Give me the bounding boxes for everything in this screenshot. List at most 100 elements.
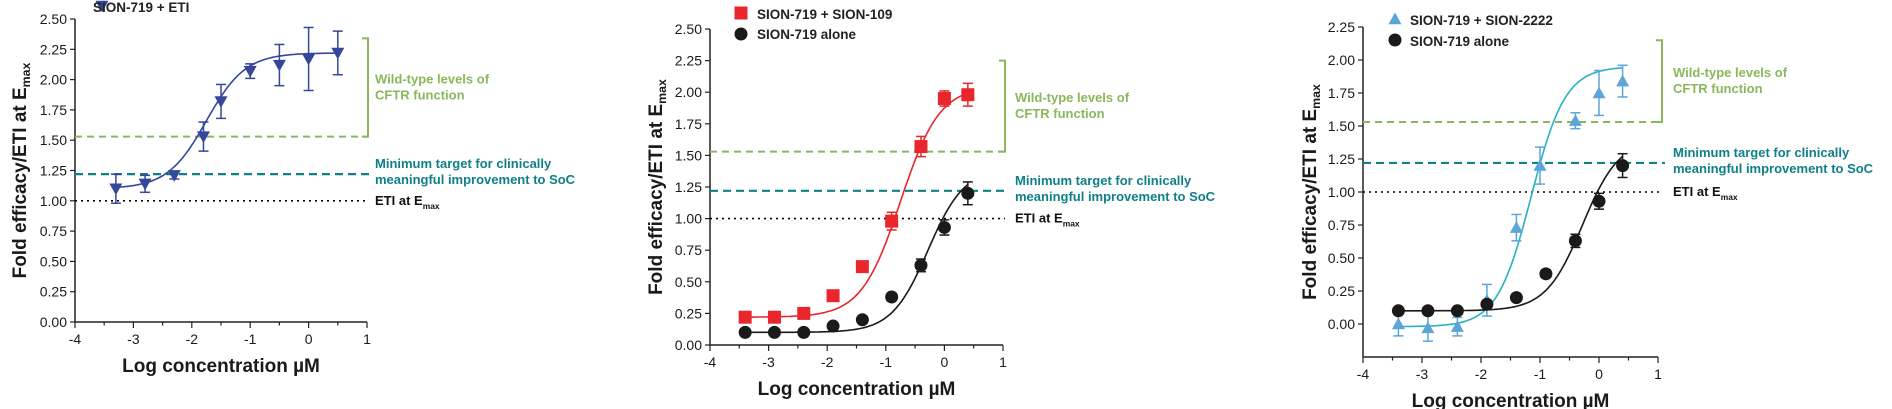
legend-label: SION-719 alone — [757, 27, 857, 42]
data-point — [738, 310, 752, 324]
x-tick-label: 0 — [305, 331, 313, 347]
y-tick-label: 0.25 — [1328, 283, 1355, 299]
series-sion-719-eti — [109, 26, 345, 204]
data-point — [1616, 159, 1630, 173]
y-tick-label: 1.75 — [40, 102, 67, 118]
x-axis-title: Log concentration µM — [758, 379, 956, 400]
x-tick-label: -4 — [1357, 366, 1370, 382]
chart-panel-3: 0.00 0.25 0.50 0.75 1.00 1.25 1.50 1.75 2.00 2.25… — [1300, 12, 1874, 409]
y-tick-label: 0.25 — [40, 284, 67, 300]
chart-panel-2: 0.00 0.25 0.50 0.75 1.00 1.25 1.50 1.75 2.00 2.25… — [646, 6, 1216, 400]
legend-marker — [1388, 33, 1402, 47]
wildtype-bracket — [999, 59, 1006, 153]
wildtype-label: CFTR function — [375, 87, 465, 102]
data-point — [1533, 159, 1547, 171]
data-point — [937, 220, 951, 234]
series-sion-719-sion-109 — [738, 82, 975, 324]
data-point — [961, 88, 975, 102]
data-point — [937, 92, 951, 106]
y-tick-label: 1.75 — [1328, 85, 1355, 101]
data-point — [1592, 86, 1606, 99]
fit-curve — [1398, 155, 1624, 312]
y-tick-label: 1.25 — [675, 179, 702, 195]
y-tick-label: 1.50 — [1328, 118, 1355, 134]
data-point — [331, 47, 345, 60]
y-tick-label: 0.75 — [1328, 217, 1355, 233]
x-tick-label: 0 — [941, 354, 949, 370]
fit-curve — [1398, 67, 1623, 328]
y-axis-title: Fold efficacy/ETI at Emax — [1300, 84, 1323, 300]
data-point — [1592, 194, 1606, 208]
data-point — [272, 59, 286, 72]
data-point — [1568, 234, 1582, 248]
wildtype-label: Wild-type levels of — [1673, 65, 1788, 80]
y-tick-label: 2.50 — [40, 11, 67, 27]
y-tick-label: 2.50 — [675, 21, 702, 37]
wildtype-bracket — [362, 37, 369, 138]
y-tick-label: 2.25 — [40, 41, 67, 57]
wildtype-label: CFTR function — [1673, 81, 1763, 96]
y-tick-label: 0.00 — [1328, 316, 1355, 332]
fit-curve — [115, 52, 338, 189]
wildtype-label: Wild-type levels of — [375, 71, 490, 86]
wildtype-label: Wild-type levels of — [1015, 90, 1130, 105]
data-point — [1391, 317, 1405, 330]
legend-label: SION-719 + SION-109 — [757, 7, 892, 22]
minimum-target-label: meaningful improvement to SoC — [1015, 189, 1216, 204]
data-point — [1509, 221, 1523, 233]
legend-label: SION-719 + SION-2222 — [1410, 13, 1553, 28]
data-point — [767, 310, 781, 324]
data-point — [1480, 297, 1494, 311]
data-point — [826, 319, 840, 333]
x-tick-label: -2 — [821, 354, 834, 370]
legend-label: SION-719 alone — [1410, 34, 1510, 49]
data-point — [885, 214, 899, 228]
y-tick-label: 2.25 — [675, 53, 702, 69]
legend-label: SION-719 + ETI — [93, 0, 189, 15]
minimum-target-label: meaningful improvement to SoC — [1673, 161, 1874, 176]
y-tick-label: 1.00 — [40, 193, 67, 209]
minimum-target-label: Minimum target for clinically — [1673, 145, 1850, 160]
fit-curve — [745, 92, 969, 318]
x-tick-label: -1 — [244, 331, 257, 347]
y-tick-label: 0.75 — [675, 242, 702, 258]
y-tick-label: 0.00 — [40, 314, 67, 330]
y-tick-label: 1.75 — [675, 116, 702, 132]
y-tick-label: 0.00 — [675, 337, 702, 353]
data-point — [914, 258, 928, 272]
data-point — [855, 313, 869, 327]
x-tick-label: 1 — [999, 354, 1007, 370]
data-point — [196, 131, 210, 144]
minimum-target-label: Minimum target for clinically — [1015, 173, 1192, 188]
x-tick-label: 1 — [1654, 366, 1662, 382]
y-tick-label: 2.00 — [1328, 52, 1355, 68]
y-tick-label: 1.25 — [1328, 151, 1355, 167]
y-tick-label: 1.00 — [675, 211, 702, 227]
series-sion-719-alone — [1391, 152, 1630, 318]
y-tick-label: 0.75 — [40, 223, 67, 239]
data-point — [138, 178, 152, 191]
data-point — [243, 65, 257, 78]
data-point — [1616, 74, 1630, 87]
y-axis-title: Fold efficacy/ETI at Emax — [646, 79, 669, 295]
minimum-target-label: meaningful improvement to SoC — [375, 172, 576, 187]
x-tick-label: -4 — [69, 331, 82, 347]
y-axis-title: Fold efficacy/ETI at Emax — [10, 62, 33, 278]
data-point — [302, 53, 316, 66]
y-tick-label: 0.50 — [675, 274, 702, 290]
chart-panel-1: 0.00 0.25 0.50 0.75 1.00 1.25 1.50 1.75 2.00 2.25… — [10, 0, 576, 377]
eti-emax-label: ETI at Emax — [1673, 184, 1738, 202]
legend-marker — [734, 6, 748, 20]
x-tick-label: 1 — [363, 331, 371, 347]
data-point — [914, 140, 928, 154]
data-point — [797, 325, 811, 339]
x-axis-title: Log concentration µM — [122, 356, 320, 377]
fit-curve — [745, 183, 969, 334]
data-point — [826, 289, 840, 303]
x-tick-label: -2 — [186, 331, 199, 347]
data-point — [1450, 304, 1464, 318]
x-axis-title: Log concentration µM — [1412, 391, 1610, 409]
data-point — [961, 186, 975, 200]
y-tick-label: 0.50 — [40, 253, 67, 269]
